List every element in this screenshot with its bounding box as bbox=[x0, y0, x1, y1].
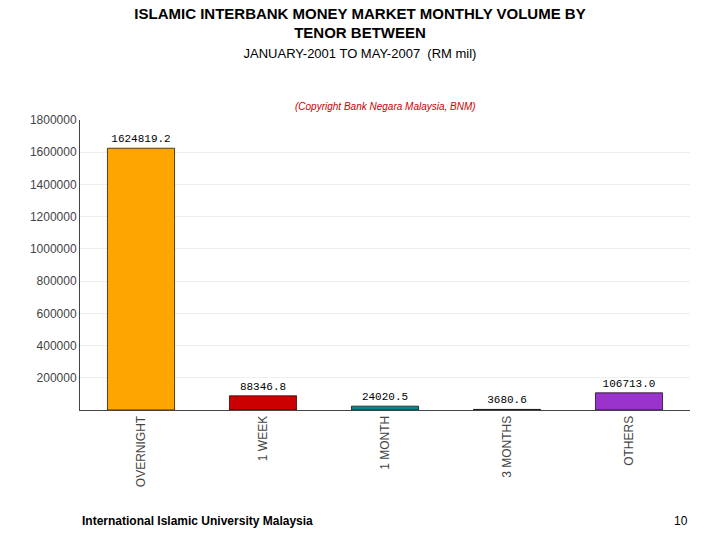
svg-text:106713.0: 106713.0 bbox=[603, 378, 656, 390]
svg-text:1000000: 1000000 bbox=[30, 242, 77, 256]
svg-text:1200000: 1200000 bbox=[30, 210, 77, 224]
svg-text:(Copyright Bank Negara Malaysi: (Copyright Bank Negara Malaysia, BNM) bbox=[295, 101, 476, 112]
svg-text:88346.8: 88346.8 bbox=[240, 381, 286, 393]
svg-text:400000: 400000 bbox=[37, 339, 77, 353]
svg-text:3 MONTHS: 3 MONTHS bbox=[500, 416, 514, 478]
svg-text:1 WEEK: 1 WEEK bbox=[256, 416, 270, 461]
svg-text:OTHERS: OTHERS bbox=[622, 416, 636, 466]
svg-text:10: 10 bbox=[674, 514, 688, 528]
svg-text:International Islamic Universi: International Islamic University Malaysi… bbox=[82, 514, 313, 528]
svg-text:1624819.2: 1624819.2 bbox=[111, 133, 170, 145]
svg-text:OVERNIGHT: OVERNIGHT bbox=[134, 415, 148, 487]
svg-text:24020.5: 24020.5 bbox=[362, 391, 408, 403]
svg-text:3680.6: 3680.6 bbox=[487, 394, 527, 406]
svg-text:1 MONTH: 1 MONTH bbox=[378, 416, 392, 470]
svg-text:1400000: 1400000 bbox=[30, 178, 77, 192]
svg-text:ISLAMIC INTERBANK MONEY MARKET: ISLAMIC INTERBANK MONEY MARKET MONTHLY V… bbox=[134, 5, 585, 61]
svg-text:800000: 800000 bbox=[37, 274, 77, 288]
svg-text:200000: 200000 bbox=[37, 371, 77, 385]
svg-text:1800000: 1800000 bbox=[30, 113, 77, 127]
svg-text:1600000: 1600000 bbox=[30, 145, 77, 159]
svg-text:600000: 600000 bbox=[37, 307, 77, 321]
